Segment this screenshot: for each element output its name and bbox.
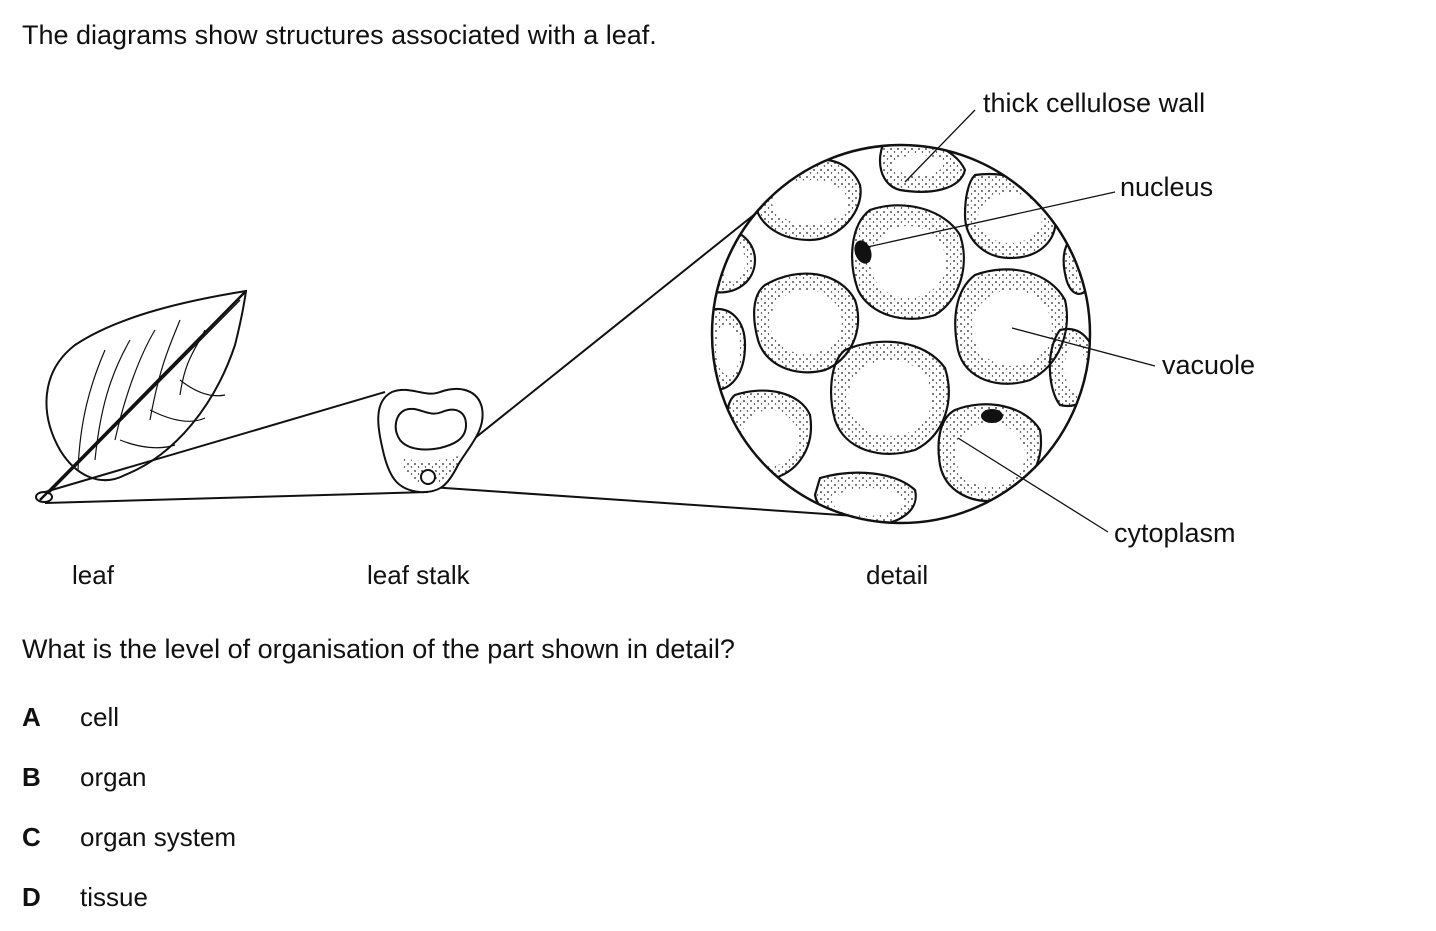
leaf-stalk-drawing — [377, 388, 484, 494]
option-d-letter: D — [22, 882, 41, 912]
caption-leaf: leaf — [72, 560, 114, 590]
option-d-text: tissue — [80, 882, 148, 912]
option-c-letter: C — [22, 822, 41, 852]
option-a-letter: A — [22, 702, 41, 732]
option-c-text: organ system — [80, 822, 237, 852]
option-b-letter: B — [22, 762, 41, 792]
question-text: What is the level of organisation of the… — [22, 634, 735, 664]
label-leaders — [862, 109, 1156, 533]
label-vacuole: vacuole — [1162, 350, 1256, 380]
projection-lines — [44, 209, 901, 520]
label-wall: thick cellulose wall — [983, 88, 1206, 118]
label-nucleus: nucleus — [1120, 172, 1214, 202]
caption-leaf-stalk: leaf stalk — [367, 560, 470, 590]
detail-circle — [710, 143, 1092, 525]
leaf-diagram — [35, 109, 1156, 533]
leaf-drawing — [35, 289, 248, 503]
option-b-text: organ — [80, 762, 147, 792]
option-a-text: cell — [80, 702, 120, 732]
caption-detail: detail — [866, 560, 929, 590]
intro-text: The diagrams show structures associated … — [22, 20, 657, 50]
label-cytoplasm: cytoplasm — [1114, 518, 1236, 548]
